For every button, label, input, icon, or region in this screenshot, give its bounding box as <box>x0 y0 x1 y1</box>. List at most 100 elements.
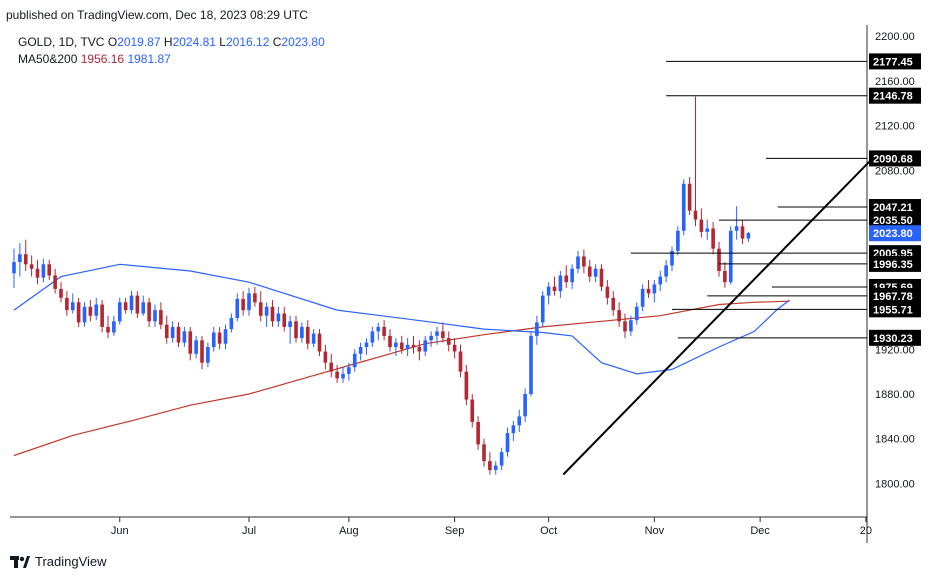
candle <box>623 321 627 332</box>
candle <box>458 351 463 372</box>
candle <box>376 326 381 332</box>
level-label: 2177.45 <box>873 56 913 68</box>
symbol-label[interactable]: GOLD, 1D, TVC <box>18 35 105 49</box>
last-price-box <box>869 225 921 242</box>
candle <box>576 256 580 269</box>
candle <box>705 228 710 232</box>
high-value: 2024.81 <box>172 35 216 49</box>
open-value: 2019.87 <box>117 35 161 49</box>
price-tick-label: 1920.00 <box>875 344 915 356</box>
level-label-box <box>869 329 921 346</box>
candle <box>582 256 586 267</box>
candle <box>305 326 310 344</box>
level-label: 1975.69 <box>873 282 913 294</box>
level-label-box <box>869 87 921 104</box>
candle <box>652 284 657 294</box>
price-tick-label: 2120.00 <box>875 121 915 133</box>
candle <box>517 416 522 426</box>
candle <box>711 228 715 249</box>
candle <box>734 226 739 231</box>
candle <box>159 310 163 325</box>
candle <box>394 342 398 348</box>
candle <box>687 183 692 211</box>
candle <box>599 268 604 287</box>
candle <box>670 250 674 266</box>
candle <box>88 306 93 316</box>
candle <box>693 210 698 220</box>
candle <box>141 302 146 314</box>
candle <box>717 248 721 271</box>
candle <box>388 335 392 348</box>
candle <box>499 452 504 466</box>
candle <box>364 342 369 348</box>
candle <box>417 347 422 352</box>
candle <box>587 266 592 277</box>
candle <box>59 288 63 298</box>
candle <box>482 444 486 462</box>
candle <box>317 333 322 352</box>
price-tick-label: 2000.00 <box>875 255 915 267</box>
candle <box>570 268 574 283</box>
level-label: 2005.95 <box>873 248 913 260</box>
candle <box>452 344 457 352</box>
candle <box>270 306 275 322</box>
candle <box>634 306 639 321</box>
candle <box>435 331 439 336</box>
candle <box>258 302 263 316</box>
candle <box>399 342 404 350</box>
tradingview-brand[interactable]: TradingView <box>10 554 107 569</box>
candle <box>311 333 316 344</box>
candles-layer <box>12 96 751 475</box>
candle <box>723 271 727 283</box>
time-tick-label: Sep <box>445 525 465 537</box>
candle <box>640 288 645 307</box>
candle <box>82 306 87 323</box>
candle <box>217 332 222 344</box>
candle <box>276 313 281 322</box>
open-label: O <box>107 35 118 49</box>
ma200-line <box>13 300 790 457</box>
price-tick-label: 2080.00 <box>875 165 915 177</box>
candle <box>135 295 140 314</box>
candle <box>41 264 46 278</box>
candle <box>70 302 75 311</box>
level-label: 1930.23 <box>873 333 913 345</box>
ma200-value: 1981.87 <box>127 52 171 66</box>
candle <box>123 302 128 311</box>
candle <box>429 335 433 341</box>
ohlc-legend: GOLD, 1D, TVC O2019.87 H2024.81 L2016.12… <box>18 35 325 49</box>
candle <box>676 230 680 251</box>
candle <box>182 331 187 343</box>
level-label: 1996.35 <box>873 259 913 271</box>
candle <box>605 286 610 298</box>
candle <box>194 340 198 354</box>
candle <box>629 320 633 332</box>
candle <box>94 304 99 316</box>
candle <box>112 321 116 333</box>
candle <box>129 295 134 311</box>
time-tick-label: Aug <box>339 525 359 537</box>
candle <box>117 302 122 322</box>
ma50-line <box>13 263 790 375</box>
time-tick-label: Jun <box>111 525 129 537</box>
candle <box>617 310 621 322</box>
ma-label[interactable]: MA50&200 <box>18 52 78 66</box>
time-tick-label: 20 <box>860 525 872 537</box>
candle <box>382 326 386 336</box>
price-tick-label: 1800.00 <box>875 478 915 490</box>
candle <box>352 353 357 368</box>
candle <box>288 321 292 327</box>
candle <box>300 326 304 339</box>
tradingview-logo-icon <box>10 555 30 568</box>
level-label-box <box>869 245 921 262</box>
candle <box>540 295 545 323</box>
candle <box>164 324 169 339</box>
candle <box>200 340 204 363</box>
candle <box>147 302 151 322</box>
close-value: 2023.80 <box>281 35 325 49</box>
candle <box>100 304 104 327</box>
candle <box>323 351 328 363</box>
candle <box>488 461 492 471</box>
